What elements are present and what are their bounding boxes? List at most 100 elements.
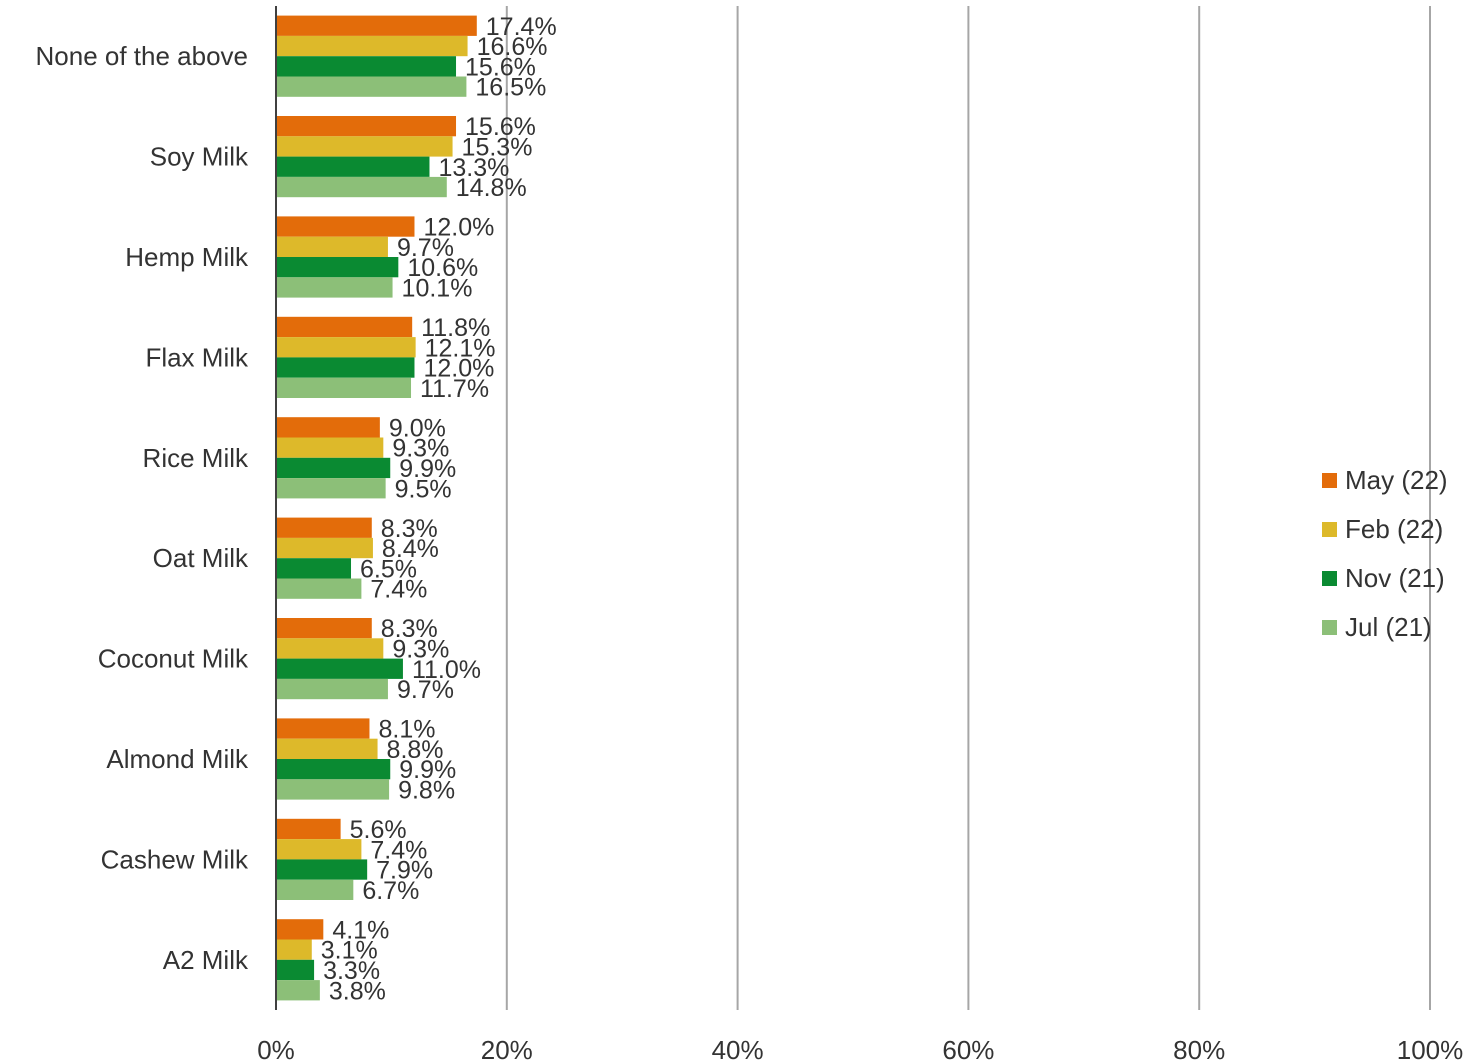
data-label: 4.1%: [332, 916, 389, 944]
data-label: 9.7%: [397, 676, 454, 704]
category-label: Soy Milk: [150, 142, 249, 172]
bar: [276, 236, 388, 257]
bar: [276, 176, 447, 198]
legend-item: May (22): [1322, 456, 1448, 505]
legend-label: Feb (22): [1345, 514, 1444, 544]
bar: [276, 417, 380, 438]
bar: [276, 136, 453, 157]
legend-label: May (22): [1345, 465, 1448, 495]
data-label: 9.5%: [395, 475, 452, 503]
data-label: 3.8%: [329, 977, 386, 1005]
bar: [276, 116, 457, 137]
category-label: Hemp Milk: [125, 242, 249, 272]
bar: [276, 779, 390, 800]
data-label: 7.4%: [370, 576, 427, 604]
data-label: 9.0%: [389, 414, 446, 442]
data-label: 10.6%: [407, 254, 478, 282]
data-label: 12.0%: [423, 355, 494, 383]
bar: [276, 517, 372, 538]
data-label: 3.1%: [321, 937, 378, 965]
data-label: 7.9%: [376, 857, 433, 885]
legend-swatch: [1322, 620, 1337, 635]
bar: [276, 839, 362, 860]
data-label: 15.3%: [462, 133, 533, 161]
legend-label: Jul (21): [1345, 612, 1432, 642]
legend-label: Nov (21): [1345, 563, 1445, 593]
bar: [276, 678, 388, 700]
bar: [276, 558, 352, 579]
bar: [276, 257, 399, 278]
category-label: Cashew Milk: [101, 844, 249, 874]
data-label: 10.1%: [402, 274, 473, 302]
bar: [276, 638, 384, 659]
data-label: 9.9%: [399, 756, 456, 784]
data-label: 5.6%: [350, 816, 407, 844]
bar: [276, 56, 457, 77]
category-label: A2 Milk: [163, 945, 249, 975]
legend: May (22) Feb (22) Nov (21) Jul (21): [1322, 456, 1448, 652]
data-label: 6.5%: [360, 555, 417, 583]
data-labels: 17.4%16.6%15.6%16.5%15.6%15.3%13.3%14.8%…: [321, 13, 557, 1006]
bar: [276, 35, 468, 57]
data-label: 7.4%: [370, 836, 427, 864]
gridlines: [505, 6, 1431, 1010]
bar: [276, 156, 430, 177]
data-label: 17.4%: [486, 13, 557, 41]
bar: [276, 578, 362, 599]
bar: [276, 457, 391, 479]
bar: [276, 76, 467, 97]
legend-item: Jul (21): [1322, 603, 1448, 652]
data-label: 8.3%: [381, 615, 438, 643]
data-label: 9.3%: [392, 635, 449, 663]
bar: [276, 859, 368, 880]
x-tick-label: 0%: [257, 1035, 295, 1064]
data-label: 3.3%: [323, 957, 380, 985]
data-label: 8.8%: [387, 736, 444, 764]
bar: [276, 316, 413, 338]
bar: [276, 437, 384, 458]
category-label: Coconut Milk: [98, 644, 249, 674]
data-label: 15.6%: [465, 53, 536, 81]
bar: [276, 216, 415, 237]
data-label: 12.1%: [425, 334, 496, 362]
category-label: Rice Milk: [143, 443, 249, 473]
bar: [276, 15, 477, 36]
x-tick-label: 20%: [481, 1035, 533, 1064]
bar: [276, 759, 391, 780]
data-label: 11.7%: [420, 375, 489, 403]
bars: [276, 15, 477, 1001]
bar: [276, 939, 312, 960]
data-label: 15.6%: [465, 113, 536, 141]
category-label: Almond Milk: [106, 744, 249, 774]
bar: [276, 377, 412, 398]
data-label: 11.0%: [412, 656, 481, 684]
data-label: 14.8%: [456, 174, 527, 202]
bar: [276, 478, 386, 499]
x-axis-tick-labels: 0% 20% 40% 60% 80% 100%: [257, 1035, 1463, 1064]
data-label: 16.6%: [477, 33, 548, 61]
x-tick-label: 100%: [1397, 1035, 1464, 1064]
data-label: 8.4%: [382, 535, 439, 563]
data-label: 6.7%: [362, 877, 419, 905]
data-label: 8.1%: [378, 716, 435, 744]
bar: [276, 980, 320, 1001]
bar: [276, 818, 341, 840]
bar: [276, 658, 403, 679]
legend-item: Nov (21): [1322, 554, 1448, 603]
bar: [276, 919, 324, 940]
bar: [276, 537, 373, 559]
category-label: Flax Milk: [145, 342, 249, 372]
bar: [276, 959, 315, 981]
data-label: 12.0%: [423, 214, 494, 242]
category-label: None of the above: [36, 41, 249, 71]
bar: [276, 738, 378, 759]
legend-swatch: [1322, 571, 1337, 586]
data-label: 9.9%: [399, 455, 456, 483]
bar: [276, 618, 372, 639]
bar: [276, 718, 370, 739]
data-label: 9.3%: [392, 435, 449, 463]
legend-item: Feb (22): [1322, 505, 1448, 554]
data-label: 16.5%: [475, 74, 546, 102]
data-label: 11.8%: [421, 314, 490, 342]
